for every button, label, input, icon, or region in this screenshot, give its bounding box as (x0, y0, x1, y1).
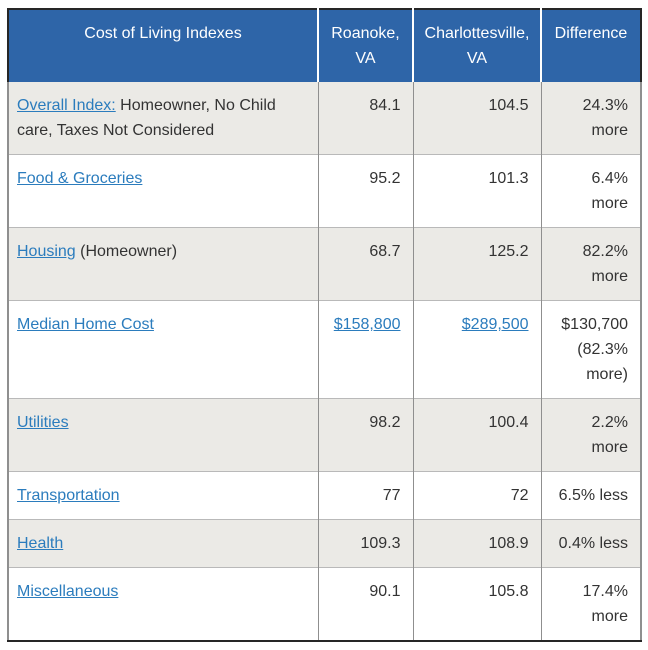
row-label-suffix: (Homeowner) (75, 243, 178, 260)
header-cost-of-living-indexes: Cost of Living Indexes (8, 9, 318, 82)
charlottesville-value-cell: 104.5 (412, 82, 541, 155)
row-label-link[interactable]: Utilities (17, 414, 69, 431)
row-label-link[interactable]: Food & Groceries (17, 170, 143, 187)
roanoke-value-cell: 98.2 (317, 398, 413, 472)
header-difference: Difference (540, 9, 641, 82)
row-label-cell: Housing (Homeowner) (8, 227, 318, 301)
charlottesville-value-cell: 72 (412, 471, 541, 520)
row-label-cell: Utilities (8, 398, 318, 472)
charlottesville-value-cell: 108.9 (412, 519, 541, 568)
row-label-suffix: Homeowner, No Child care, Taxes Not Cons… (17, 97, 276, 139)
roanoke-value-cell: 109.3 (317, 519, 413, 568)
row-label-cell: Median Home Cost (8, 300, 318, 399)
table-row: Utilities 98.2 100.4 2.2% more (8, 398, 641, 472)
difference-cell: 82.2% more (540, 227, 641, 301)
difference-cell: 24.3% more (540, 82, 641, 155)
table-row: Transportation 77 72 6.5% less (8, 471, 641, 520)
charlottesville-value-cell: 125.2 (412, 227, 541, 301)
row-label-link[interactable]: Housing (17, 243, 76, 260)
difference-cell: 0.4% less (540, 519, 641, 568)
row-label-cell: Overall Index: Homeowner, No Child care,… (8, 82, 318, 155)
table-row: Median Home Cost $158,800 $289,500 $130,700… (8, 300, 641, 399)
difference-cell: 6.5% less (540, 471, 641, 520)
row-label-cell: Food & Groceries (8, 154, 318, 228)
difference-cell: 6.4% more (540, 154, 641, 228)
cost-of-living-table: Cost of Living Indexes Roanoke, VA Charl… (7, 8, 642, 642)
header-roanoke-va: Roanoke, VA (317, 9, 413, 82)
charlottesville-value-cell: 105.8 (412, 567, 541, 641)
roanoke-value-cell: 90.1 (317, 567, 413, 641)
table-row: Overall Index: Homeowner, No Child care,… (8, 82, 641, 155)
roanoke-value-cell: 84.1 (317, 82, 413, 155)
charlottesville-value-cell: 101.3 (412, 154, 541, 228)
difference-cell: 17.4% more (540, 567, 641, 641)
row-label-cell: Miscellaneous (8, 567, 318, 641)
charlottesville-value-cell: $289,500 (412, 300, 541, 399)
row-label-cell: Health (8, 519, 318, 568)
table-header: Cost of Living Indexes Roanoke, VA Charl… (8, 9, 641, 82)
header-charlottesville-va: Charlottesville, VA (412, 9, 541, 82)
charlottesville-value-link[interactable]: $289,500 (461, 316, 529, 333)
row-label-link[interactable]: Median Home Cost (17, 316, 154, 333)
header-row: Cost of Living Indexes Roanoke, VA Charl… (8, 9, 641, 82)
roanoke-value-cell: 95.2 (317, 154, 413, 228)
roanoke-value-cell: $158,800 (317, 300, 413, 399)
charlottesville-value-cell: 100.4 (412, 398, 541, 472)
difference-cell: $130,700 (82.3% more) (540, 300, 641, 399)
table-row: Health 109.3 108.9 0.4% less (8, 519, 641, 568)
row-label-link[interactable]: Overall Index: (17, 97, 116, 114)
roanoke-value-link[interactable]: $158,800 (333, 316, 401, 333)
row-label-cell: Transportation (8, 471, 318, 520)
row-label-link[interactable]: Transportation (17, 487, 120, 504)
row-label-link[interactable]: Miscellaneous (17, 583, 119, 600)
difference-cell: 2.2% more (540, 398, 641, 472)
roanoke-value-cell: 68.7 (317, 227, 413, 301)
roanoke-value-cell: 77 (317, 471, 413, 520)
table-body: Overall Index: Homeowner, No Child care,… (8, 82, 641, 641)
row-label-link[interactable]: Health (17, 535, 64, 552)
table-row: Food & Groceries 95.2 101.3 6.4% more (8, 154, 641, 228)
table-row: Miscellaneous 90.1 105.8 17.4% more (8, 567, 641, 641)
table-row: Housing (Homeowner) 68.7 125.2 82.2% more (8, 227, 641, 301)
